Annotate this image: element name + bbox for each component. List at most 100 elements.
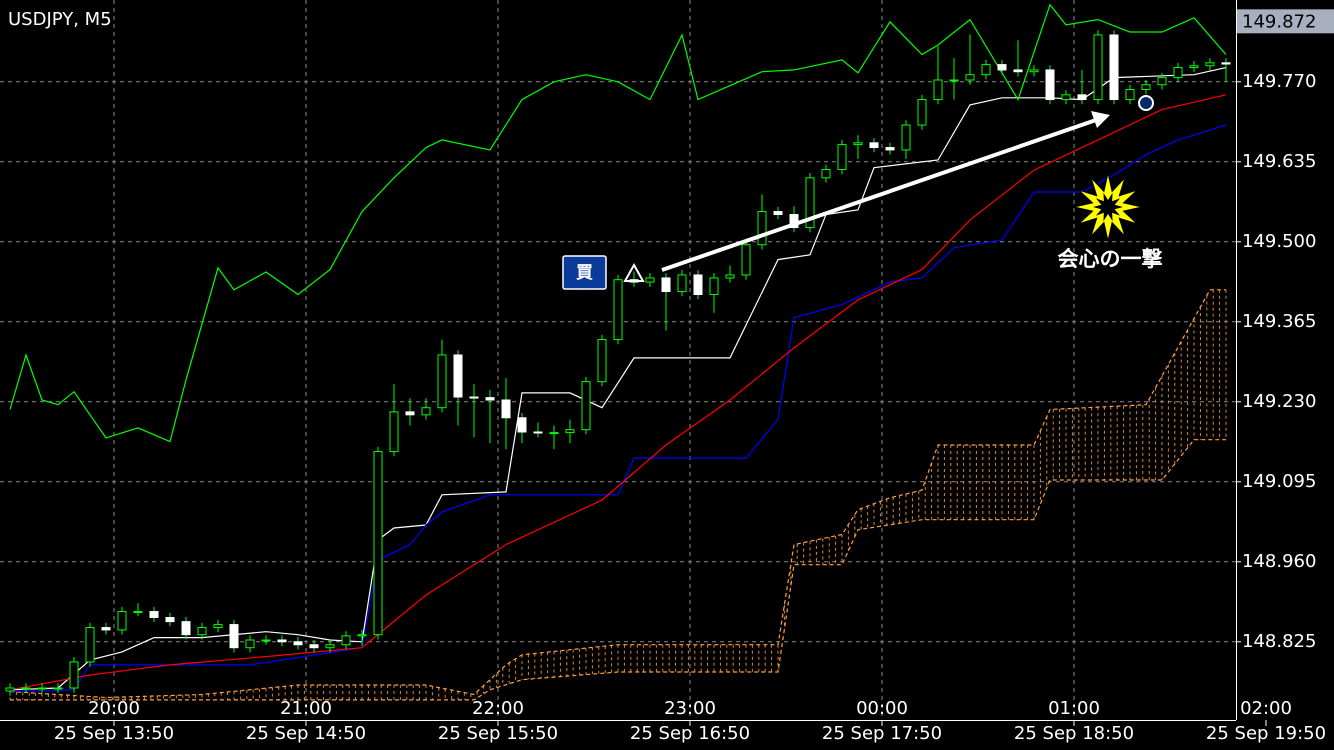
candle-body [933,79,943,101]
candle-body [917,99,927,126]
candle-body [53,687,63,690]
candle-body [981,64,991,76]
trend-arrow [661,118,1097,272]
y-tick-label: 148.960 [1242,551,1316,572]
candle-body [133,611,143,614]
candle-body [181,621,191,636]
cloud-span [10,439,1226,701]
candle-body [325,644,335,649]
x-tick-label: 01:00 [1048,698,1100,719]
y-tick-label: 149.500 [1242,231,1316,252]
candle-body [677,274,687,293]
candle-body [1029,69,1039,73]
candle-body [709,277,719,296]
candle-body [997,64,1007,71]
x-tick-label-date: 25 Sep 17:50 [822,723,942,744]
candle-body [1173,67,1183,79]
candle-body [773,211,783,216]
candle-body [805,177,815,229]
candle-body [405,411,415,416]
candle-body [645,277,655,283]
candle-body [1221,62,1231,65]
x-tick-label: 20:00 [88,698,140,719]
indicator-line [9,3,1227,443]
candle-body [869,142,879,149]
x-tick-label: 21:00 [280,698,332,719]
candle-body [565,429,575,434]
y-tick-label: 148.825 [1242,631,1316,652]
candle-body [1189,65,1199,69]
exit-circle [1138,95,1154,111]
candle-body [661,277,671,293]
candle-body [757,211,767,246]
candle-body [149,611,159,618]
candle-body [165,616,175,623]
candle-body [1061,94,1071,101]
candle-body [1141,84,1151,90]
candle-body [309,644,319,649]
candle-body [101,627,111,631]
indicator-line [9,124,1227,693]
candle-body [357,634,367,637]
candle-body [5,687,15,692]
trend-arrow-head [1091,111,1110,128]
y-tick-label: 149.770 [1242,71,1316,92]
cloud-layer [9,289,1227,701]
candle-body [453,354,463,398]
candle-body [693,274,703,296]
x-tick-label: 02:00 [1240,698,1292,719]
candle-body [549,432,559,435]
y-tick-label: 149.230 [1242,391,1316,412]
candle-body [389,411,399,453]
buy-badge-box [562,255,607,290]
candle-body [853,142,863,146]
candle-body [949,79,959,82]
candle-body [21,687,31,690]
candle-body [613,279,623,341]
y-tick-label: 149.365 [1242,311,1316,332]
candle-body [1109,34,1119,101]
candle-body [965,74,975,81]
y-tick-label: 149.095 [1242,471,1316,492]
candle-body [1157,77,1167,86]
candle-body [741,244,751,276]
x-tick-label-date: 25 Sep 16:50 [630,723,750,744]
candle-body [725,274,735,279]
chart-title: USDJPY, M5 [8,9,112,30]
candle-body [1205,62,1215,67]
candle-body [85,627,95,663]
candle-body [229,624,239,649]
candle-body [533,431,543,434]
candle-body [469,396,479,399]
candle-body [117,611,127,631]
x-tick-label-date: 25 Sep 14:50 [246,723,366,744]
x-tick-label-date: 25 Sep 19:50 [1206,723,1326,744]
x-tick-label-date: 25 Sep 15:50 [438,723,558,744]
candle-body [581,381,591,431]
strike-label: 会心の一撃 [1058,247,1163,271]
candle-body [37,687,47,690]
candle-body [1045,69,1055,101]
candle-body [69,661,79,689]
candle-body [197,627,207,636]
candle-body [517,417,527,433]
x-tick-label-date: 25 Sep 18:50 [1014,723,1134,744]
buy-triangle [623,262,645,282]
candle-body [341,635,351,646]
cloud-span [9,289,1226,699]
candle-body [245,639,255,649]
x-tick-label: 22:00 [472,698,524,719]
candle-body [437,354,447,409]
buy-label: 買 [576,263,593,283]
candle-body [261,639,271,642]
x-tick-label-date: 25 Sep 13:50 [54,723,174,744]
candle-body [837,144,847,170]
buy-badge: 買 [562,255,607,290]
current-price-label: 149.872 [1242,11,1316,32]
current-price-box [1237,9,1334,34]
candle-body [277,639,287,643]
candle-body [1013,69,1023,73]
